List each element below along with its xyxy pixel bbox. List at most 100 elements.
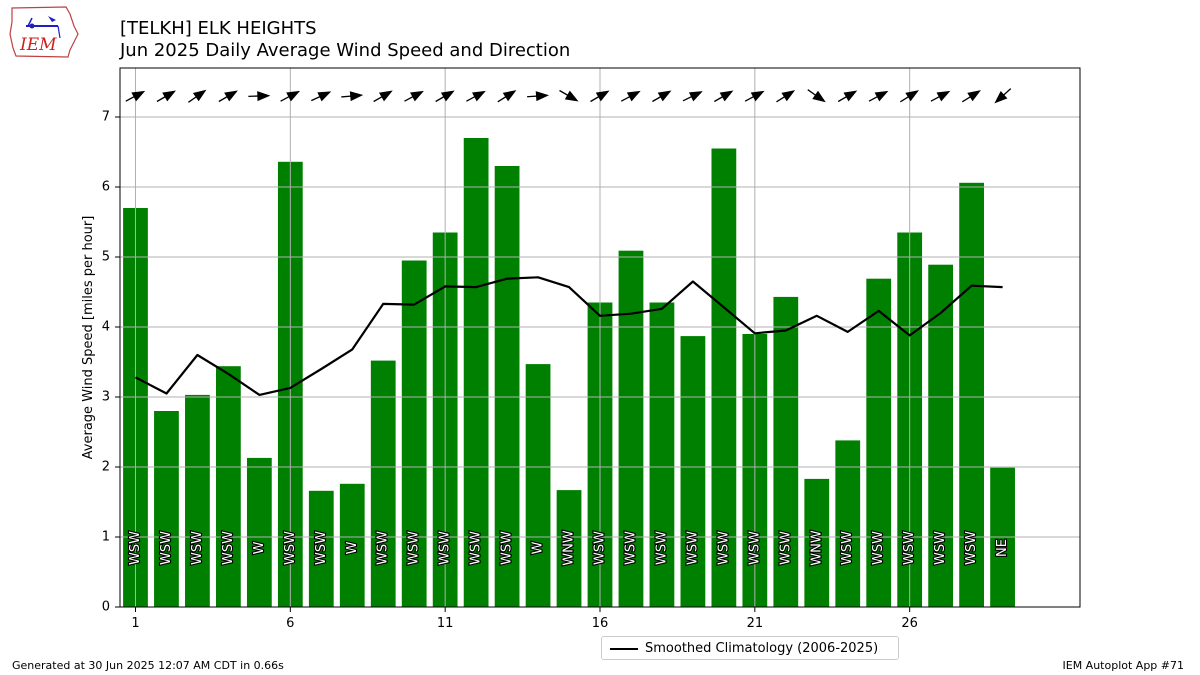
xtick-label-11: 11 [437,616,454,631]
climatology-line [134,276,1003,396]
wind-arrow-day-16 [590,90,610,103]
wind-arrow-day-26 [900,90,920,103]
wind-arrow-head-20 [719,90,734,102]
bar-day-22 [773,296,799,607]
wind-arrow-day-22 [776,90,796,103]
xtick-label-16: 16 [592,616,609,631]
chart-subtitle: Jun 2025 Daily Average Wind Speed and Di… [120,40,571,61]
bar-day-4 [216,366,241,607]
direction-label-day-13: WSW [500,531,515,565]
wind-arrow-head-28 [967,90,981,102]
bar-day-9 [370,360,396,607]
wind-arrow-day-6 [280,90,301,102]
wind-arrow-head-27 [936,90,951,102]
wind-arrow-day-2 [156,90,176,103]
wind-arrow-day-25 [868,90,889,102]
direction-label-day-26: WSW [902,531,917,565]
wind-arrow-head-26 [905,90,920,102]
wind-arrow-day-24 [837,90,858,103]
legend-line-swatch [610,648,638,650]
bar-day-20 [711,148,737,607]
direction-label-day-9: WSW [376,531,391,565]
bar-day-3 [185,394,210,607]
direction-label-day-22: WSW [778,531,793,565]
xtick-label-21: 21 [747,616,764,631]
wind-arrow-head-4 [224,90,238,102]
ytick-label-4: 4 [102,320,110,335]
wind-arrow-head-29 [994,90,1008,104]
direction-label-day-29: NE [995,539,1010,557]
direction-label-day-20: WSW [716,531,731,565]
direction-label-day-25: WSW [871,531,886,565]
direction-label-day-24: WSW [840,531,855,565]
bar-day-23 [804,478,830,607]
bar-day-5 [246,457,272,607]
wind-arrow-day-5 [248,91,271,102]
direction-label-day-17: WSW [623,531,638,565]
wind-arrow-head-10 [410,90,424,102]
wind-arrow-head-15 [564,90,579,102]
wind-arrow-day-28 [961,90,981,103]
bar-day-15 [556,490,582,607]
xtick-label-1: 1 [131,616,139,631]
svg-text:IEM: IEM [19,35,57,55]
wind-arrow-head-5 [257,91,271,102]
wind-arrow-head-24 [843,90,858,102]
ytick-label-3: 3 [102,390,110,405]
direction-label-day-16: WSW [593,531,608,565]
wind-arrow-head-9 [378,90,393,102]
direction-label-day-18: WSW [654,531,669,565]
direction-label-day-11: WSW [438,531,453,565]
wind-arrow-day-20 [714,90,734,103]
xtick-label-26: 26 [901,616,918,631]
direction-label-day-15: WNW [562,530,577,566]
bar-day-13 [494,166,520,607]
bar-day-2 [154,411,179,607]
wind-arrow-head-19 [688,91,703,102]
ytick-label-1: 1 [102,530,110,545]
y-axis-label: Average Wind Speed [miles per hour] [81,216,96,460]
wind-arrow-day-17 [620,90,641,102]
direction-label-day-19: WSW [685,531,700,565]
bar-day-18 [649,302,675,607]
wind-arrow-day-8 [341,91,364,102]
bar-day-14 [525,364,551,607]
ytick-label-6: 6 [102,180,110,195]
wind-arrow-head-12 [472,90,486,102]
bar-day-27 [928,264,954,607]
wind-arrow-day-4 [218,90,238,103]
ytick-label-7: 7 [102,110,110,125]
wind-arrow-day-18 [652,90,672,103]
ytick-label-5: 5 [102,250,110,265]
direction-label-day-23: WNW [809,530,824,566]
wind-arrow-day-12 [466,90,486,102]
bar-day-19 [680,336,706,607]
wind-arrow-head-23 [812,90,826,103]
footer-generated: Generated at 30 Jun 2025 12:07 AM CDT in… [12,659,284,672]
direction-label-day-10: WSW [407,531,422,565]
wind-arrow-day-15 [559,89,579,102]
wind-arrow-day-29 [994,88,1012,104]
ytick-label-2: 2 [102,460,110,475]
wind-arrow-head-22 [781,90,796,102]
bar-day-17 [618,250,644,607]
iem-logo: IEM [8,4,80,60]
direction-label-day-14: W [531,541,546,554]
wind-arrow-day-21 [744,90,765,102]
wind-arrow-day-9 [373,90,393,103]
wind-arrow-day-19 [682,91,703,102]
wind-arrow-head-14 [535,91,550,102]
wind-arrow-day-27 [930,90,951,102]
wind-arrow-day-1 [125,90,146,102]
wind-arrow-head-21 [750,90,765,102]
wind-arrow-day-11 [435,90,455,103]
direction-label-day-6: WSW [283,531,298,565]
chart-title: [TELKH] ELK HEIGHTS [120,18,317,39]
wind-arrow-head-6 [286,90,301,102]
ytick-label-0: 0 [102,600,110,615]
legend-label: Smoothed Climatology (2006-2025) [645,641,879,656]
wind-arrow-day-13 [497,90,517,103]
direction-label-day-27: WSW [933,531,948,565]
footer-app: IEM Autoplot App #71 [1062,659,1185,672]
wind-arrow-head-25 [874,90,889,102]
